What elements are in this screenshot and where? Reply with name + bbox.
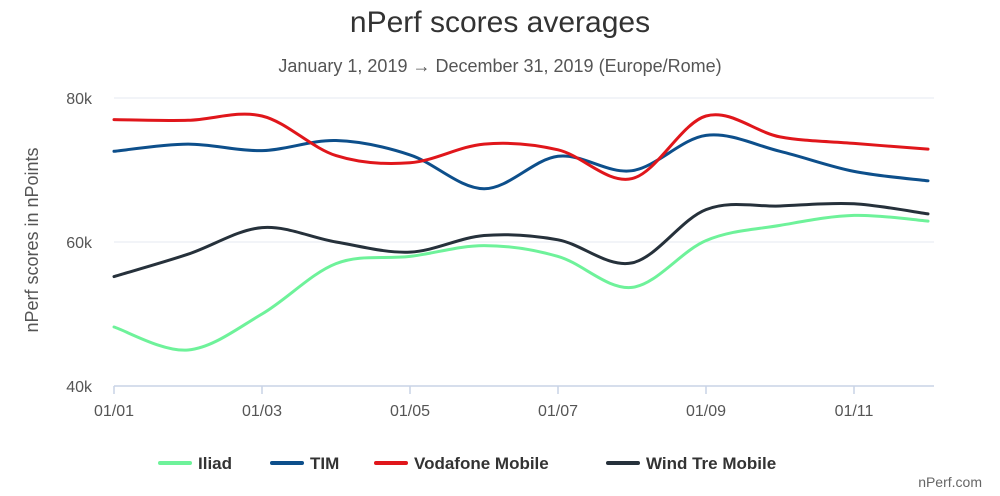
legend-label: Wind Tre Mobile (646, 454, 776, 473)
x-tick-label: 01/03 (242, 403, 282, 420)
source-credit: nPerf.com (918, 474, 982, 490)
series-line-tim (112, 133, 930, 191)
legend-item-wind-tre-mobile: Wind Tre Mobile (606, 454, 776, 473)
x-tick-label: 01/01 (94, 403, 134, 420)
legend-label: TIM (310, 454, 339, 473)
x-tick-label: 01/09 (686, 403, 726, 420)
y-tick-label: 80k (66, 91, 93, 108)
chart-subtitle: January 1, 2019 → December 31, 2019 (Eur… (278, 56, 722, 76)
x-tick-label: 01/05 (390, 403, 430, 420)
legend-item-vodafone-mobile: Vodafone Mobile (374, 454, 549, 473)
legend-label: Vodafone Mobile (414, 454, 549, 473)
y-axis-label: nPerf scores in nPoints (22, 147, 42, 332)
y-tick-label: 40k (66, 379, 93, 396)
chart-title: nPerf scores averages (349, 6, 651, 39)
x-tick-label: 01/07 (538, 403, 578, 420)
x-tick-label: 01/11 (835, 403, 874, 420)
legend-label: Iliad (198, 454, 232, 473)
legend-item-tim: TIM (270, 454, 339, 473)
y-tick-label: 60k (66, 235, 93, 252)
series-line-vodafone-mobile (112, 112, 930, 181)
series-line-iliad (112, 213, 930, 352)
legend-item-iliad: Iliad (158, 454, 232, 473)
series-line-wind-tre-mobile (112, 201, 930, 279)
